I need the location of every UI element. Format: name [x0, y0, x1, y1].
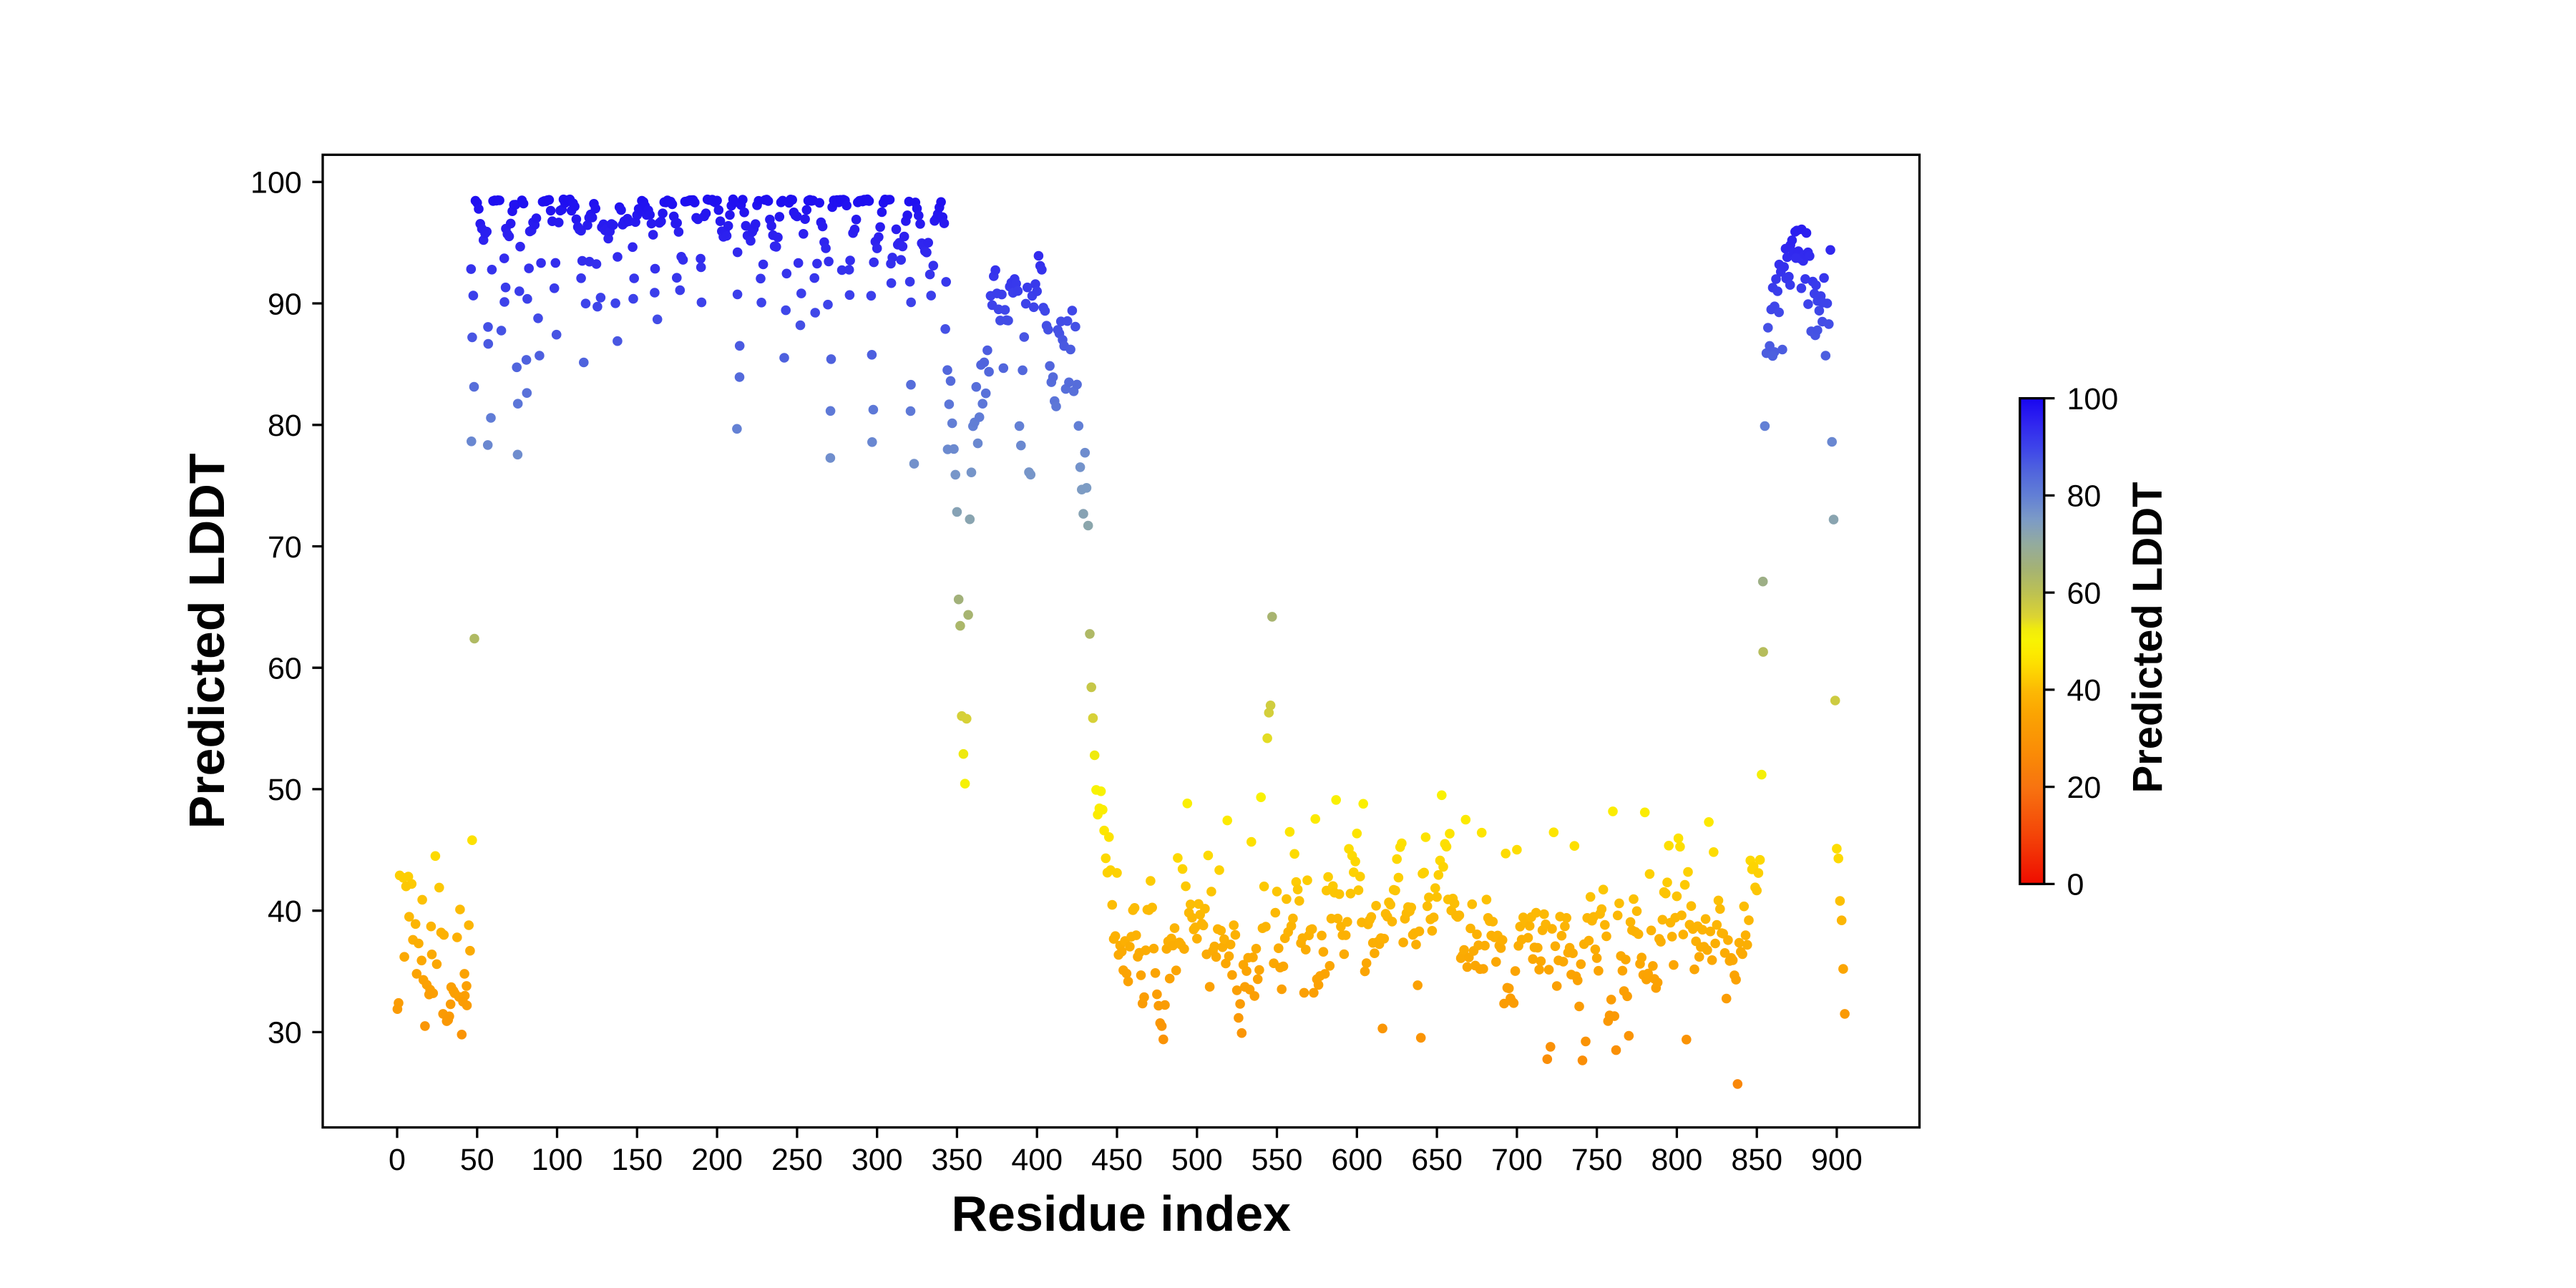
svg-text:350: 350	[932, 1143, 983, 1177]
svg-text:80: 80	[2067, 479, 2102, 514]
svg-text:30: 30	[268, 1016, 302, 1050]
svg-text:60: 60	[268, 652, 302, 686]
svg-text:100: 100	[532, 1143, 583, 1177]
svg-text:50: 50	[268, 773, 302, 807]
svg-text:80: 80	[268, 409, 302, 443]
svg-text:60: 60	[2067, 576, 2102, 610]
svg-text:0: 0	[389, 1143, 406, 1177]
svg-text:300: 300	[852, 1143, 903, 1177]
svg-text:450: 450	[1091, 1143, 1143, 1177]
svg-text:Residue index: Residue index	[952, 1186, 1292, 1241]
svg-text:40: 40	[268, 894, 302, 929]
svg-text:100: 100	[250, 166, 302, 200]
svg-text:500: 500	[1171, 1143, 1223, 1177]
svg-text:600: 600	[1331, 1143, 1382, 1177]
svg-text:90: 90	[268, 287, 302, 321]
svg-text:800: 800	[1652, 1143, 1703, 1177]
svg-text:100: 100	[2067, 382, 2119, 416]
svg-text:200: 200	[691, 1143, 743, 1177]
svg-text:250: 250	[771, 1143, 823, 1177]
svg-text:850: 850	[1731, 1143, 1782, 1177]
svg-text:400: 400	[1011, 1143, 1063, 1177]
svg-text:650: 650	[1411, 1143, 1463, 1177]
svg-text:50: 50	[460, 1143, 494, 1177]
svg-text:750: 750	[1571, 1143, 1623, 1177]
svg-text:Predicted LDDT: Predicted LDDT	[179, 453, 235, 829]
svg-text:0: 0	[2067, 868, 2084, 902]
svg-text:550: 550	[1252, 1143, 1303, 1177]
svg-text:150: 150	[611, 1143, 663, 1177]
svg-text:Predicted LDDT: Predicted LDDT	[2124, 482, 2171, 793]
svg-text:70: 70	[268, 530, 302, 565]
svg-text:20: 20	[2067, 771, 2102, 805]
svg-text:900: 900	[1811, 1143, 1863, 1177]
svg-text:40: 40	[2067, 673, 2102, 708]
svg-text:700: 700	[1491, 1143, 1543, 1177]
